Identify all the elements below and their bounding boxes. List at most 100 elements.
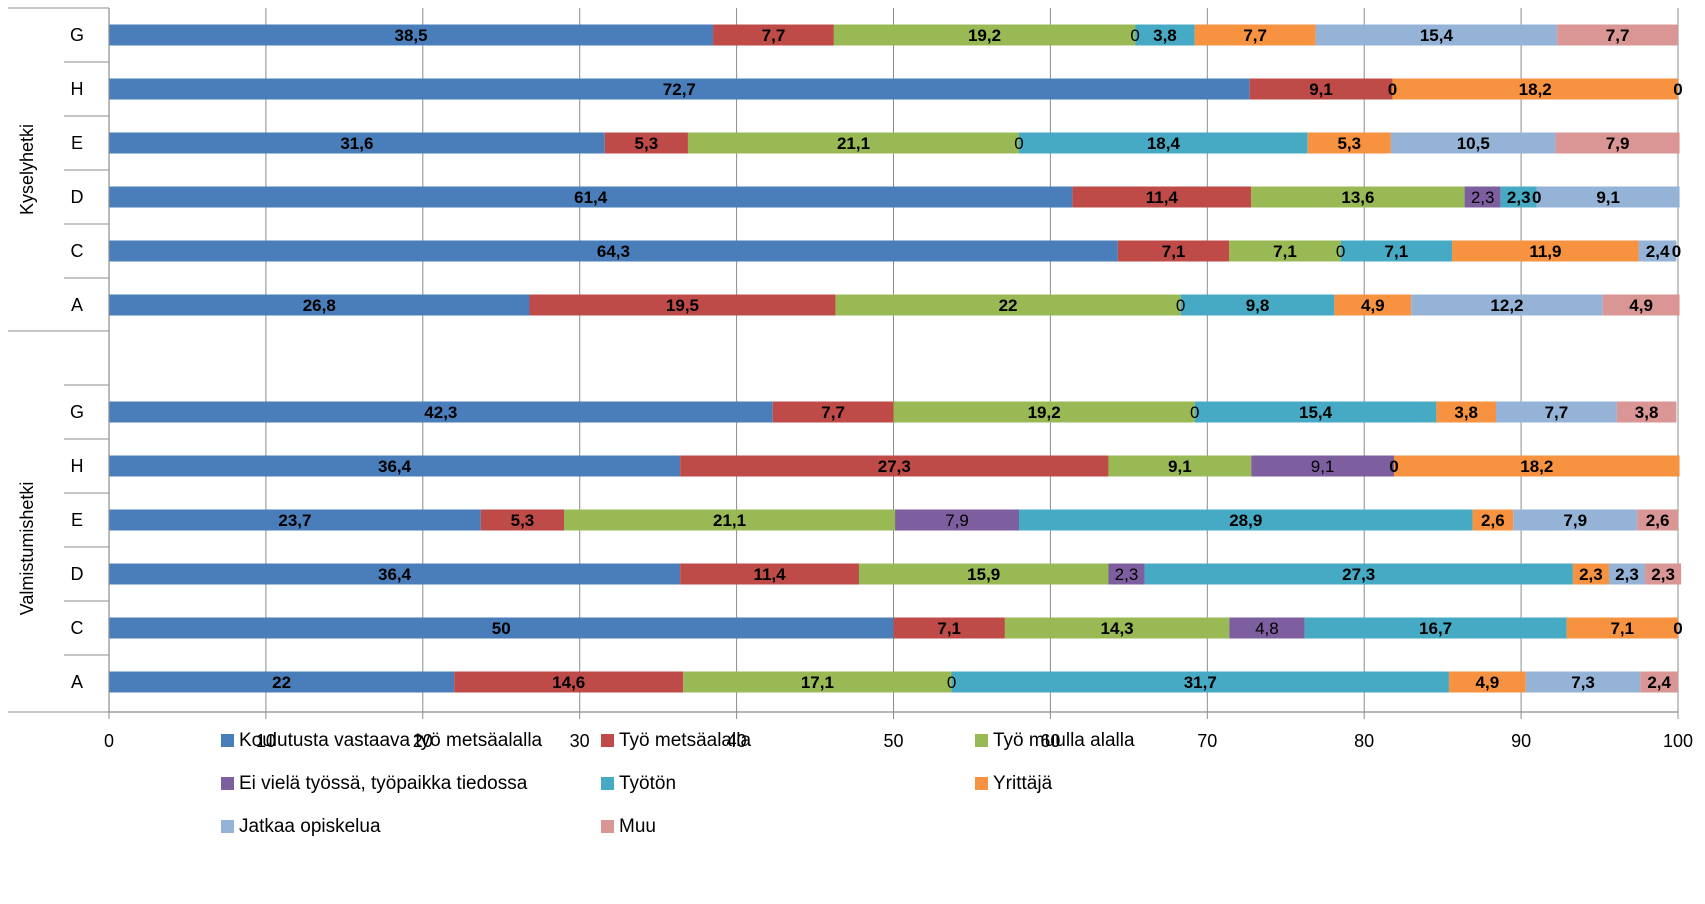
category-label: C: [71, 618, 84, 638]
data-label: 21,1: [837, 134, 870, 153]
bar-segment: [1572, 563, 1609, 585]
data-label: 23,7: [278, 511, 311, 530]
data-label: 2,3: [1115, 565, 1139, 584]
data-label: 9,1: [1168, 457, 1192, 476]
data-label: 0: [1336, 242, 1345, 261]
bar-segment: [1194, 401, 1437, 423]
bar-segment: [1072, 186, 1252, 208]
data-label: 5,3: [635, 134, 659, 153]
legend-swatch: [221, 820, 234, 833]
data-label: 31,6: [340, 134, 373, 153]
data-label: 2,6: [1646, 511, 1670, 530]
data-label: 21,1: [713, 511, 746, 530]
data-label: 7,1: [1162, 242, 1186, 261]
bar-segment: [1334, 294, 1412, 316]
bar-segment: [1640, 671, 1678, 693]
data-label: 36,4: [378, 457, 412, 476]
bar-segment: [1411, 294, 1603, 316]
data-label: 7,1: [1610, 619, 1634, 638]
data-label: 22: [272, 673, 291, 692]
x-tick-label: 60: [1040, 731, 1060, 751]
bar-segment: [683, 671, 952, 693]
data-label: 19,2: [968, 26, 1001, 45]
category-label: H: [71, 456, 84, 476]
data-label: 7,7: [1606, 26, 1630, 45]
bar-segment: [1180, 294, 1335, 316]
bar-segment: [1194, 24, 1316, 46]
bar-segment: [480, 509, 565, 531]
legend-label: Työ muulla alalla: [993, 730, 1135, 751]
bar-segment: [1390, 132, 1556, 154]
x-tick-label: 80: [1354, 731, 1374, 751]
data-label: 3,8: [1454, 403, 1478, 422]
data-label: 0: [1672, 242, 1681, 261]
category-label: A: [71, 295, 83, 315]
bar-segment: [529, 294, 836, 316]
bar-segment: [1394, 455, 1680, 477]
category-label: G: [70, 402, 84, 422]
data-label: 0: [1532, 188, 1541, 207]
data-label: 15,4: [1420, 26, 1454, 45]
data-label: 5,3: [1337, 134, 1361, 153]
x-tick-label: 10: [256, 731, 276, 751]
legend-label: Muu: [619, 816, 656, 837]
bar-segment: [713, 24, 834, 46]
bar-segment: [109, 509, 481, 531]
bar-segment: [1513, 509, 1638, 531]
data-label: 36,4: [378, 565, 412, 584]
data-label: 0: [1014, 134, 1023, 153]
data-label: 12,2: [1490, 296, 1523, 315]
bar-segment: [1251, 455, 1395, 477]
data-label: 13,6: [1341, 188, 1374, 207]
bar-segment: [1004, 617, 1230, 639]
x-tick-label: 30: [570, 731, 590, 751]
bar-segment: [1602, 294, 1680, 316]
bar-segment: [1304, 617, 1567, 639]
legend-label: Työ metsäalalla: [619, 730, 751, 751]
data-label: 2,4: [1646, 242, 1670, 261]
bar-segment: [1340, 240, 1453, 262]
data-label: 2,3: [1471, 188, 1495, 207]
bar-segment: [858, 563, 1109, 585]
category-label: G: [70, 25, 84, 45]
bar-segment: [1557, 24, 1678, 46]
data-label: 19,5: [666, 296, 699, 315]
category-label: H: [71, 79, 84, 99]
data-label: 7,1: [1273, 242, 1297, 261]
legend-layer: Koulutusta vastaava työ metsäalalla Työ m…: [221, 730, 1135, 837]
legend-label: Ei vielä työssä, työpaikka tiedossa: [239, 773, 528, 794]
data-label: 2,4: [1647, 673, 1671, 692]
bar-segment: [109, 78, 1250, 100]
bar-segment: [687, 132, 1020, 154]
bar-segment: [1500, 186, 1537, 208]
data-label: 11,9: [1529, 242, 1561, 261]
data-label: 38,5: [394, 26, 427, 45]
category-label: E: [71, 510, 83, 530]
bar-segment: [1638, 240, 1677, 262]
data-label: 0: [1176, 296, 1185, 315]
bar-segment: [1452, 240, 1639, 262]
bar-segment: [109, 401, 773, 423]
data-label: 2,3: [1507, 188, 1531, 207]
bar-segment: [1616, 401, 1677, 423]
data-label: 7,7: [1545, 403, 1569, 422]
legend-swatch: [221, 734, 234, 747]
data-label: 0: [1388, 80, 1397, 99]
bar-segment: [1392, 78, 1678, 100]
data-label: 9,1: [1309, 80, 1333, 99]
data-label: 27,3: [878, 457, 911, 476]
legend-swatch: [601, 734, 614, 747]
bar-segment: [951, 671, 1449, 693]
data-label: 2,3: [1651, 565, 1675, 584]
bar-segment: [109, 24, 714, 46]
bar-segment: [564, 509, 896, 531]
x-tick-label: 20: [413, 731, 433, 751]
legend-label: Jatkaa opiskelua: [239, 816, 381, 837]
bar-segment: [109, 617, 894, 639]
category-label: D: [71, 564, 84, 584]
bar-segment: [893, 401, 1195, 423]
data-label: 14,6: [552, 673, 585, 692]
data-label: 18,4: [1147, 134, 1181, 153]
data-label: 18,2: [1519, 80, 1552, 99]
